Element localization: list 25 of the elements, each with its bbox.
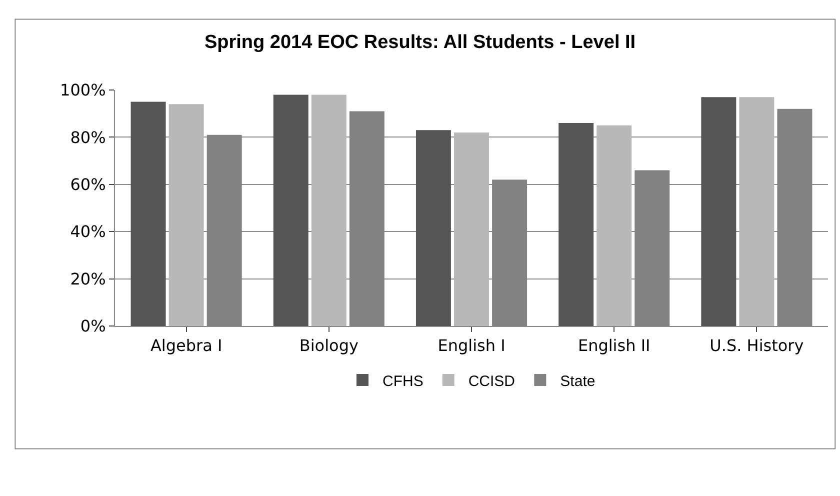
y-tick-label: 80% — [70, 128, 106, 147]
chart-title: Spring 2014 EOC Results: All Students - Level II — [204, 32, 636, 54]
y-tick-label: 60% — [70, 175, 106, 194]
y-tick-label: 20% — [70, 269, 106, 288]
bar — [739, 97, 774, 326]
y-tick-label: 100% — [60, 80, 106, 100]
y-tick-label: 40% — [70, 222, 106, 242]
x-tick-label: English II — [578, 336, 650, 356]
x-tick-label: U.S. History — [710, 336, 804, 356]
x-tick-label: Biology — [299, 336, 358, 356]
bar — [311, 94, 346, 326]
x-tick-label: Algebra I — [150, 336, 222, 356]
x-tick-label: English I — [438, 336, 506, 356]
legend-label: CCISD — [468, 372, 516, 390]
bar — [701, 97, 736, 326]
legend-label: State — [560, 372, 596, 390]
bar — [558, 123, 594, 326]
bar — [273, 94, 308, 326]
y-tick-label: 0% — [80, 316, 106, 336]
bar — [168, 104, 204, 326]
legend-label: CFHS — [382, 372, 424, 390]
bar — [596, 125, 632, 326]
bar — [454, 132, 489, 326]
bar — [130, 102, 166, 326]
bar — [416, 130, 451, 326]
